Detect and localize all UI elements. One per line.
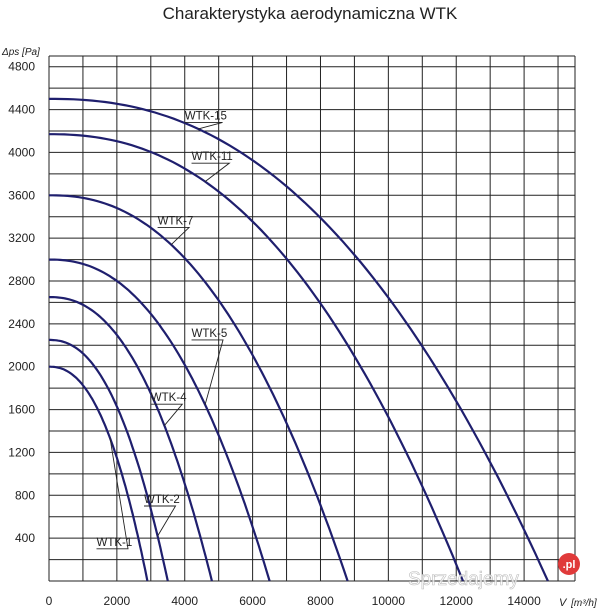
curve-wtk-15: [49, 97, 549, 582]
x-tick-label: 8000: [307, 594, 334, 608]
chart-title: Charakterystyka aerodynamiczna WTK: [163, 4, 458, 23]
curve-wtk-1: [49, 365, 149, 582]
curve-label-wtk-5: WTK-5: [192, 328, 228, 340]
curve-wtk-11: [49, 133, 465, 582]
curve-wtk-2: [49, 338, 169, 582]
y-tick-label: 2400: [8, 317, 35, 331]
curves: [49, 97, 549, 582]
x-tick-label: 2000: [104, 594, 131, 608]
x-tick-label: 0: [46, 594, 53, 608]
curve-wtk-7: [49, 194, 349, 582]
y-tick-label: 800: [15, 488, 35, 502]
curve-wtk-4: [49, 296, 213, 582]
y-tick-label: 3200: [8, 231, 35, 245]
x-tick-label: 6000: [239, 594, 266, 608]
curve-label-wtk-7: WTK-7: [158, 215, 194, 227]
watermark-text: Sprzedajemy: [408, 569, 519, 590]
curve-wtk-5: [49, 258, 271, 582]
x-tick-labels: 0 2000 4000 6000 8000 10000 12000 14000: [46, 594, 541, 608]
grid: [48, 55, 576, 582]
y-tick-label: 4400: [8, 103, 35, 117]
x-axis-label: V [m³/h]: [559, 597, 597, 608]
y-tick-label: 2000: [8, 360, 35, 374]
curve-label-wtk-15: WTK-15: [185, 110, 227, 122]
x-tick-label: 14000: [507, 594, 541, 608]
y-tick-label: 3600: [8, 188, 35, 202]
y-tick-label: 1600: [8, 403, 35, 417]
curve-leader-wtk-2: [144, 505, 177, 537]
curve-leader-wtk-11: [191, 162, 231, 182]
watermark-badge: [558, 553, 580, 575]
curve-label-wtk-1: WTK-1: [97, 537, 133, 549]
curve-leader-wtk-4: [150, 403, 184, 426]
y-tick-label: 4800: [8, 60, 35, 74]
curve-labels: WTK-1 WTK-2 WTK-4 WTK-5 WTK-7 WTK-11 WTK-15: [96, 110, 233, 550]
y-tick-labels: 400 800 1200 1600 2000 2400 2800 3200 3600 4000 44…: [8, 60, 35, 545]
curve-leader-wtk-7: [157, 226, 191, 245]
curve-label-wtk-2: WTK-2: [144, 494, 180, 506]
y-tick-label: 2800: [8, 274, 35, 288]
curve-leader-wtk-5: [191, 339, 224, 405]
y-tick-label: 4000: [8, 145, 35, 159]
curve-label-wtk-4: WTK-4: [151, 392, 187, 404]
watermark: Sprzedajemy .pl: [408, 553, 580, 590]
y-axis-label: Δps [Pa]: [1, 47, 40, 58]
x-axis-unit: [m³/h]: [570, 598, 597, 608]
curve-leader-wtk-1: [96, 438, 129, 550]
curve-label-wtk-11: WTK-11: [192, 151, 233, 163]
y-tick-label: 400: [15, 531, 35, 545]
x-tick-label: 12000: [440, 594, 474, 608]
curve-leader-wtk-15: [184, 121, 223, 130]
y-tick-label: 1200: [8, 445, 35, 459]
x-tick-label: 4000: [171, 594, 198, 608]
x-axis-symbol: V: [559, 597, 568, 608]
x-tick-label: 10000: [372, 594, 406, 608]
watermark-badge-text: .pl: [563, 559, 576, 571]
